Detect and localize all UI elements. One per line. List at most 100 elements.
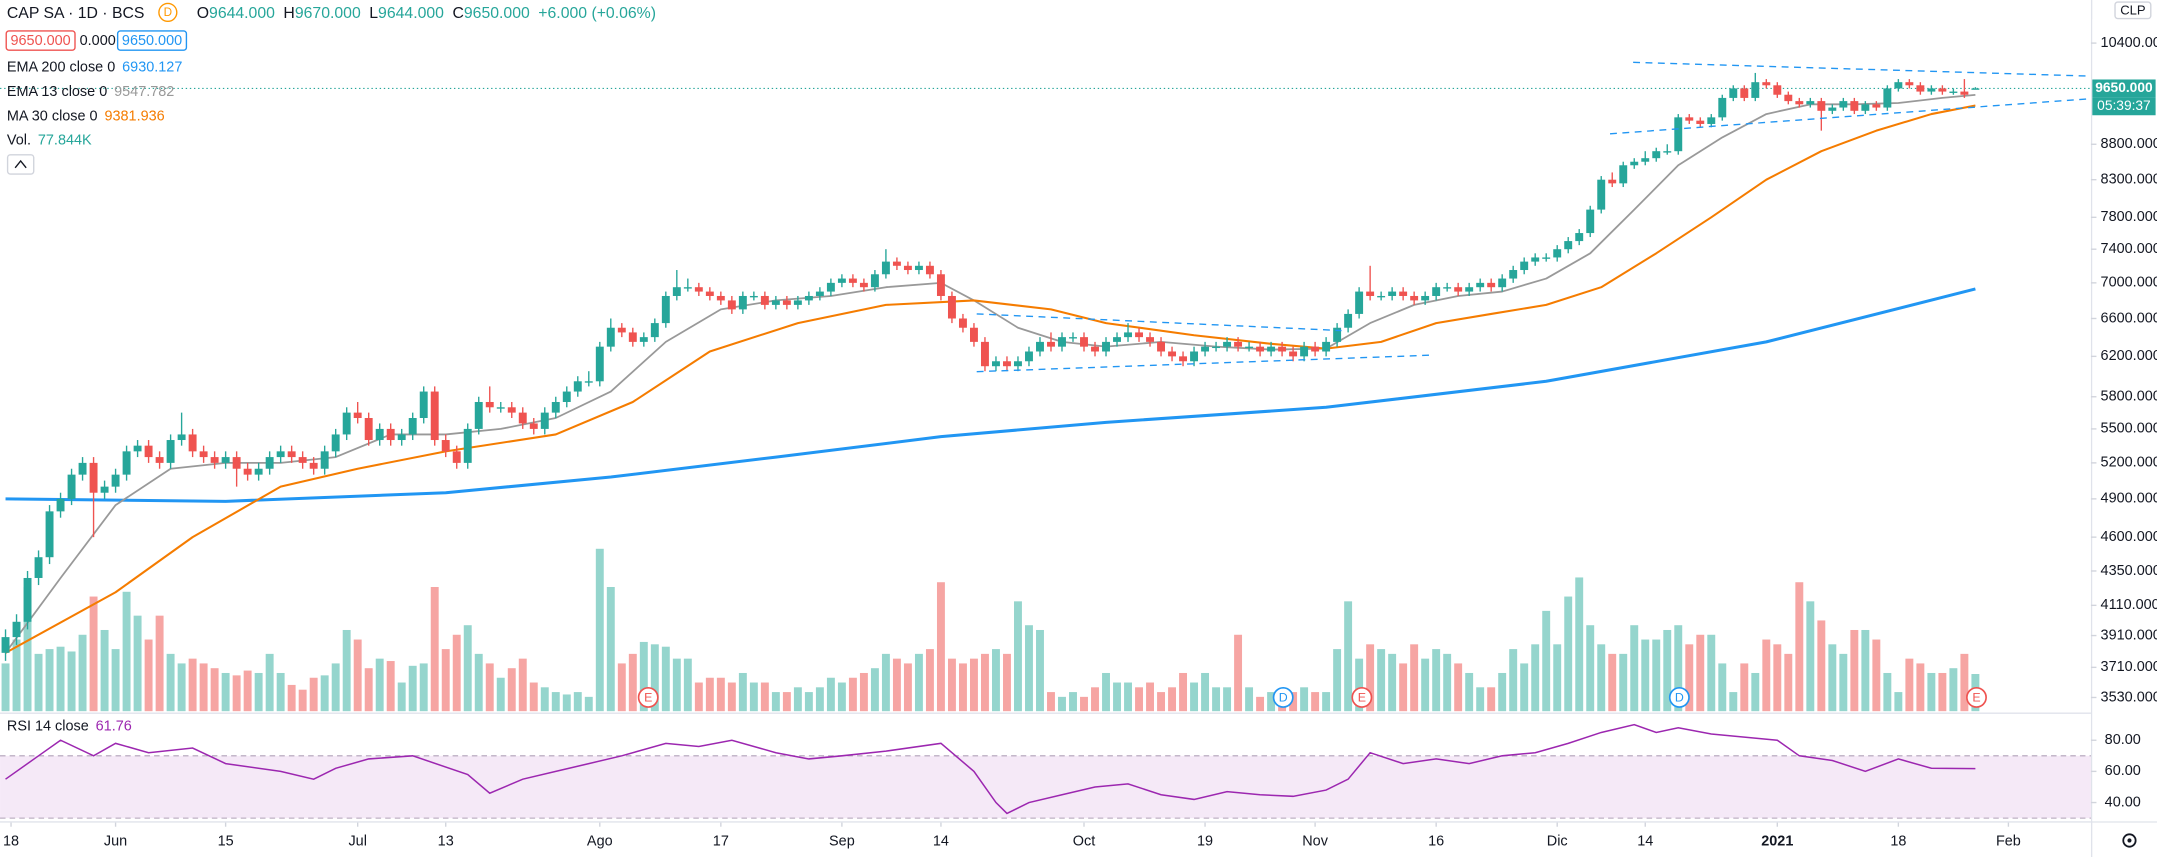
volume-bar — [881, 653, 890, 712]
volume-bar — [914, 653, 923, 712]
candle-body — [1157, 341, 1165, 352]
candle-body — [331, 434, 340, 452]
volume-bar — [1300, 687, 1309, 712]
badge-label: D — [164, 6, 172, 19]
event-marker — [1966, 686, 1987, 708]
candle-body — [1003, 361, 1011, 367]
collapse-button[interactable] — [6, 154, 35, 175]
candle-body — [584, 381, 593, 383]
volume-bar — [1234, 634, 1243, 712]
candle-body — [606, 327, 615, 347]
candle-body — [793, 300, 802, 305]
y-tick-label: 7400.000 — [2101, 241, 2157, 257]
rsi-tick-label: 40.00 — [2105, 794, 2141, 810]
volume-bar — [34, 653, 43, 712]
volume-bar — [1421, 658, 1430, 712]
volume-bar — [331, 663, 340, 712]
candle-body — [243, 468, 252, 475]
volume-bar — [980, 653, 989, 712]
volume-bar — [199, 663, 208, 712]
volume-bar — [45, 649, 54, 712]
volume-bar — [573, 692, 582, 712]
volume-bar — [23, 586, 32, 712]
volume-bar — [1333, 649, 1342, 712]
candle-body — [111, 474, 120, 487]
bid-box[interactable] — [5, 30, 76, 51]
volume-bar — [969, 658, 978, 712]
candle-body — [1872, 104, 1881, 108]
volume-bar — [782, 692, 791, 712]
volume-bar — [89, 596, 98, 712]
volume-bar — [1256, 696, 1265, 712]
volume-bar — [1850, 629, 1859, 712]
volume-bar — [1718, 663, 1727, 712]
volume-bar — [650, 644, 659, 712]
gear-hub[interactable] — [2127, 838, 2132, 843]
volume-bar — [1245, 687, 1254, 712]
x-tick-label: 15 — [218, 834, 234, 850]
candle-body — [1421, 295, 1430, 301]
ohlc-key: H — [283, 5, 294, 22]
volume-bar — [628, 653, 637, 712]
candle-body — [1333, 327, 1342, 342]
ask[interactable]: 9650.000 — [122, 33, 182, 49]
candle-body — [1146, 337, 1154, 342]
volume-bar — [617, 663, 626, 712]
candle-body — [1520, 261, 1529, 271]
volume-bar — [1795, 582, 1804, 712]
volume-bar — [100, 629, 109, 712]
volume-bar — [1630, 625, 1639, 712]
indicator-value: 77.844K — [38, 132, 92, 148]
candle-body — [1663, 151, 1672, 153]
gear-icon[interactable] — [2122, 833, 2137, 848]
volume-bar — [639, 641, 648, 712]
volume-bar — [1454, 663, 1463, 712]
volume-bar — [947, 658, 956, 712]
volume-bar — [749, 682, 758, 712]
collapse-icon[interactable] — [14, 159, 27, 169]
candle-body — [1168, 351, 1177, 357]
candle-body — [441, 440, 450, 452]
volume-bar — [1146, 682, 1154, 712]
volume-bar — [804, 692, 813, 712]
bid[interactable]: 9650.000 — [10, 33, 70, 49]
candle-body — [1212, 346, 1221, 349]
candle-body — [1179, 356, 1188, 362]
volume-bar — [529, 682, 538, 712]
countdown: 05:39:37 — [2097, 98, 2151, 113]
candle-body — [199, 451, 208, 458]
candle-body — [771, 300, 780, 305]
candle-body — [1685, 117, 1694, 121]
candle-body — [1256, 346, 1265, 352]
settings-button[interactable] — [2122, 833, 2137, 848]
candle-body — [1223, 341, 1232, 347]
volume-bar — [716, 677, 725, 712]
volume-bar — [760, 682, 769, 712]
volume-bar — [364, 668, 373, 712]
volume-bar — [1938, 672, 1947, 712]
currency[interactable]: CLP — [2120, 2, 2146, 17]
volume-bar — [672, 658, 681, 712]
x-tick-label: Jun — [104, 834, 127, 850]
volume-bar — [848, 677, 857, 712]
ask-box[interactable] — [116, 30, 188, 51]
candle-body — [1597, 179, 1606, 210]
x-tick-label: 13 — [438, 834, 454, 850]
x-tick-label: Feb — [1996, 834, 2021, 850]
volume-bar — [870, 668, 879, 712]
volume-bar — [992, 649, 1000, 712]
volume-bar — [1, 663, 10, 712]
candle-body — [1080, 337, 1088, 347]
volume-bar — [287, 684, 296, 712]
indicator-name: EMA 200 close 0 — [7, 59, 115, 75]
volume-bar — [1597, 644, 1606, 712]
volume-bar — [1861, 629, 1870, 712]
volume-bar — [188, 658, 197, 712]
currency-box[interactable] — [2114, 1, 2152, 20]
volume-bar — [683, 658, 692, 712]
volume-bar — [1190, 682, 1199, 712]
y-tick-label: 5500.000 — [2101, 421, 2157, 437]
candle-body — [1938, 88, 1947, 92]
indicator-legend: Vol. 77.844K — [7, 132, 92, 148]
